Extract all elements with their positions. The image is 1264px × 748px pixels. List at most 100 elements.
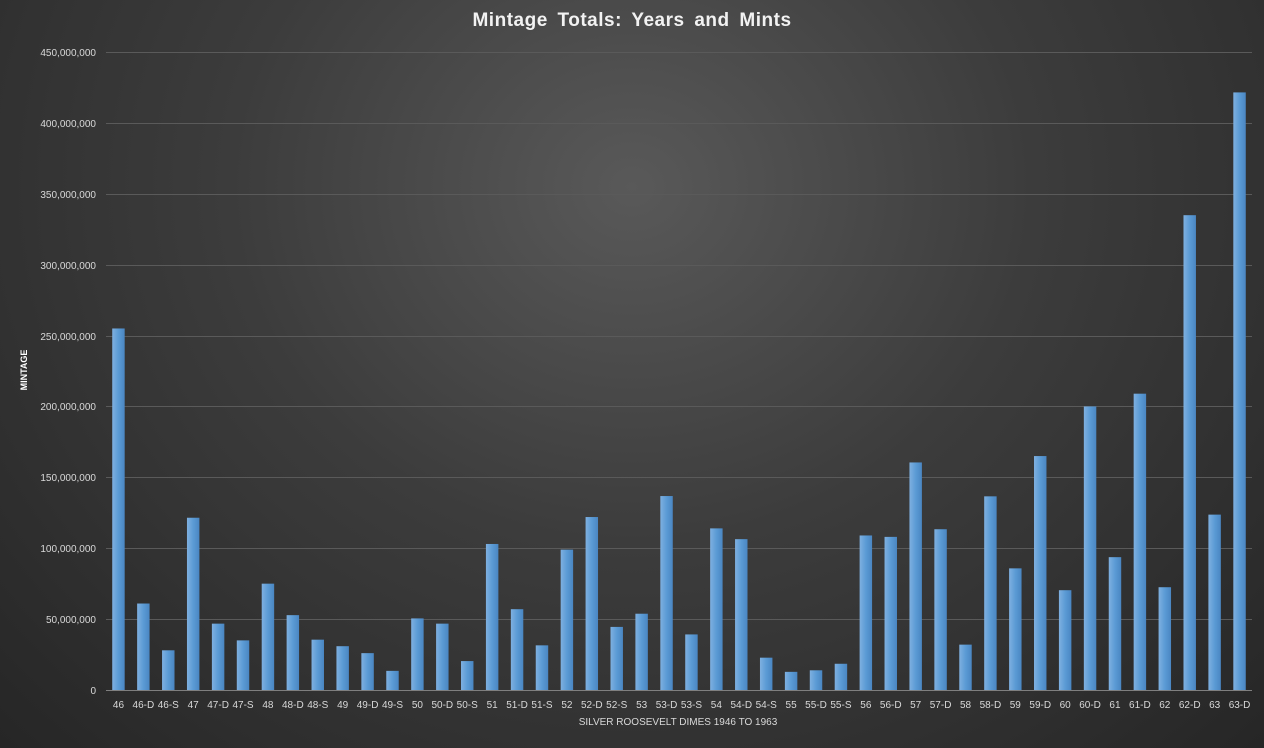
x-tick-label: 51 <box>487 700 499 711</box>
chart-title: Mintage Totals: Years and Mints <box>472 10 792 31</box>
bar-63-D <box>1233 92 1246 690</box>
x-tick-label: 62 <box>1159 700 1171 711</box>
x-tick-label: 49-S <box>382 700 403 711</box>
bar-60-D <box>1083 406 1097 690</box>
bar-58-D <box>984 496 997 690</box>
x-tick-label: 62-D <box>1179 700 1201 711</box>
bar-53-S <box>685 634 698 690</box>
bar-53 <box>635 613 648 690</box>
x-tick-label: 50-S <box>457 700 478 711</box>
x-tick-label: 50 <box>412 700 424 711</box>
x-tick-label: 61-D <box>1129 700 1151 711</box>
x-tick-label: 52-S <box>606 700 627 711</box>
bar-47-S <box>236 640 250 690</box>
x-tick-label: 48-S <box>307 700 328 711</box>
bar-52 <box>560 549 574 690</box>
x-tick-label: 53 <box>636 700 648 711</box>
x-tick-labels: 46 46-D 46-S 47 47-D 47-S 48 48-D 48-S 49 49-D 49-S… <box>113 700 1250 711</box>
x-tick-label: 54-S <box>756 700 777 711</box>
y-tick-label: 50,000,000 <box>46 615 96 626</box>
bar-55 <box>784 671 798 690</box>
x-tick-label: 54 <box>711 700 723 711</box>
x-tick-label: 63 <box>1209 700 1221 711</box>
bar-49-S <box>386 670 399 690</box>
bar-47 <box>186 517 200 690</box>
y-tick-label: 100,000,000 <box>40 544 96 555</box>
y-tick-label: 450,000,000 <box>40 48 96 59</box>
gridlines <box>106 52 1252 691</box>
y-tick-label: 250,000,000 <box>40 332 96 343</box>
bar-52-S <box>610 626 623 690</box>
x-tick-label: 59-D <box>1029 700 1051 711</box>
bar-50 <box>411 618 424 690</box>
x-tick-label: 61 <box>1109 700 1121 711</box>
bar-54 <box>710 528 723 690</box>
x-axis-label: SILVER ROOSEVELT DIMES 1946 TO 1963 <box>578 717 778 728</box>
x-tick-label: 53-S <box>681 700 702 711</box>
x-tick-label: 46-S <box>158 700 179 711</box>
bar-63 <box>1208 514 1221 690</box>
x-tick-label: 59 <box>1010 700 1022 711</box>
x-tick-label: 51-S <box>531 700 552 711</box>
bar-48 <box>261 583 275 690</box>
x-tick-label: 55-S <box>830 700 851 711</box>
x-tick-label: 53-D <box>656 700 678 711</box>
x-tick-label: 57-D <box>930 700 952 711</box>
x-tick-label: 56-D <box>880 700 902 711</box>
x-tick-label: 47 <box>188 700 200 711</box>
y-tick-label: 350,000,000 <box>40 190 96 201</box>
x-tick-label: 49 <box>337 700 349 711</box>
x-tick-label: 48-D <box>282 700 304 711</box>
bar-50-D <box>436 623 449 690</box>
bar-62-D <box>1183 215 1196 690</box>
y-tick-label: 400,000,000 <box>40 119 96 130</box>
x-tick-label: 49-D <box>357 700 379 711</box>
x-tick-label: 55 <box>786 700 798 711</box>
bar-59 <box>1009 568 1022 690</box>
y-tick-label: 200,000,000 <box>40 402 96 413</box>
x-tick-label: 51-D <box>506 700 528 711</box>
x-tick-label: 47-S <box>232 700 253 711</box>
x-tick-label: 46-D <box>133 700 155 711</box>
bar-61 <box>1108 557 1122 690</box>
x-tick-label: 55-D <box>805 700 827 711</box>
x-tick-label: 57 <box>910 700 922 711</box>
bar-51 <box>485 543 499 690</box>
y-tick-label: 300,000,000 <box>40 261 96 272</box>
y-tick-label: 150,000,000 <box>40 473 96 484</box>
bar-55-D <box>809 670 823 690</box>
x-tick-label: 47-D <box>207 700 229 711</box>
bar-54-S <box>759 657 773 690</box>
bar-62 <box>1158 587 1172 690</box>
y-tick-labels: 0 50,000,000 100,000,000 150,000,000 200,000… <box>40 48 96 697</box>
bar-48-D <box>286 615 300 690</box>
x-tick-label: 58 <box>960 700 972 711</box>
bar-55-S <box>834 663 848 690</box>
x-tick-label: 52-D <box>581 700 603 711</box>
bar-56-D <box>884 536 897 690</box>
bar-57-D <box>934 529 947 690</box>
bar-49-D <box>361 653 374 690</box>
x-tick-label: 48 <box>262 700 274 711</box>
bar-47-D <box>211 623 225 690</box>
x-tick-label: 50-D <box>431 700 453 711</box>
bar-58 <box>959 644 972 690</box>
bar-51-S <box>535 645 549 690</box>
x-tick-label: 56 <box>860 700 872 711</box>
bar-53-D <box>660 496 673 690</box>
bar-48-S <box>311 639 324 690</box>
bar-46 <box>112 328 125 690</box>
bar-59-D <box>1034 456 1047 690</box>
bar-46-S <box>162 650 175 690</box>
bar-50-S <box>461 661 474 690</box>
bar-52-D <box>585 517 599 690</box>
bars <box>112 92 1246 690</box>
x-tick-label: 63-D <box>1229 700 1251 711</box>
x-tick-label: 46 <box>113 700 125 711</box>
bar-56 <box>859 535 873 690</box>
x-tick-label: 60 <box>1060 700 1072 711</box>
x-tick-label: 52 <box>561 700 573 711</box>
x-tick-label: 54-D <box>730 700 752 711</box>
x-tick-label: 60-D <box>1079 700 1101 711</box>
